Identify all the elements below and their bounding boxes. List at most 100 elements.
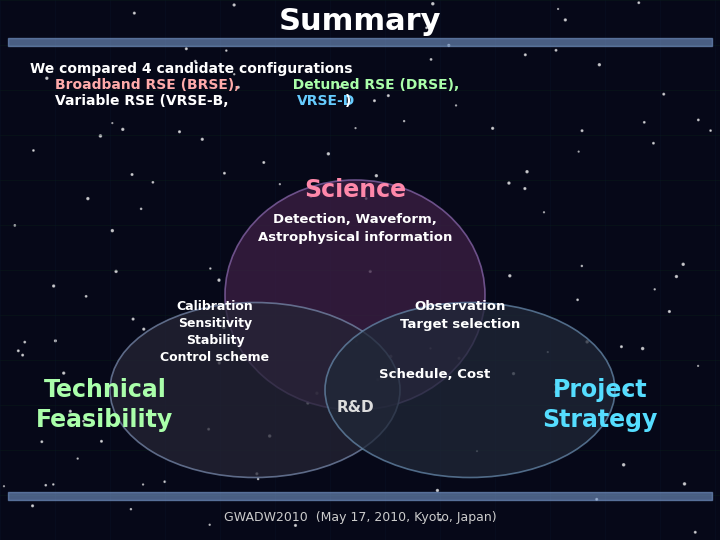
Point (388, 18, 400, 26)
Point (135, 205, 147, 213)
Point (670, 272, 682, 281)
Point (189, 57, 201, 65)
Point (129, 9, 140, 17)
Point (96, 437, 107, 445)
Point (228, 70, 240, 79)
Point (126, 170, 138, 179)
Point (311, 389, 323, 397)
Point (27, 502, 38, 510)
Point (639, 118, 650, 126)
Point (504, 272, 516, 280)
Point (251, 469, 263, 478)
Point (41, 74, 53, 83)
Ellipse shape (225, 180, 485, 410)
Point (426, 55, 437, 64)
Point (289, 521, 301, 530)
Point (252, 475, 264, 483)
Point (174, 127, 185, 136)
Point (214, 359, 225, 367)
Point (427, 0, 438, 8)
Point (420, 23, 432, 32)
Point (138, 325, 150, 334)
Point (552, 5, 564, 14)
Point (452, 302, 464, 311)
Point (159, 477, 171, 486)
Point (302, 399, 314, 407)
Point (9, 221, 21, 230)
Point (372, 375, 384, 384)
Point (385, 352, 397, 361)
Point (487, 124, 498, 133)
Point (204, 264, 216, 273)
Point (274, 180, 286, 188)
Point (679, 480, 690, 488)
Point (581, 338, 593, 346)
Point (181, 44, 192, 53)
Text: Technical
Feasibility: Technical Feasibility (37, 378, 174, 432)
Ellipse shape (325, 302, 615, 477)
Point (27, 146, 39, 155)
Point (125, 505, 137, 514)
Point (323, 150, 334, 158)
Point (17, 351, 28, 360)
Point (472, 447, 483, 455)
Point (549, 380, 561, 389)
Text: Calibration
Sensitivity
Stability
Control scheme: Calibration Sensitivity Stability Contro… (161, 300, 269, 364)
Point (264, 431, 276, 440)
Point (690, 528, 701, 537)
Point (127, 315, 139, 323)
Point (110, 267, 122, 276)
Text: Project
Strategy: Project Strategy (542, 378, 657, 432)
Point (443, 41, 454, 50)
Ellipse shape (110, 302, 400, 477)
Point (454, 354, 465, 363)
Point (369, 97, 380, 105)
Point (233, 83, 244, 92)
Point (572, 295, 583, 304)
Text: VRSE-D: VRSE-D (297, 94, 355, 108)
Point (213, 276, 225, 285)
Point (350, 124, 361, 132)
Text: Detuned RSE (DRSE),: Detuned RSE (DRSE), (283, 78, 459, 92)
Point (218, 323, 230, 332)
Text: GWADW2010  (May 17, 2010, Kyoto, Japan): GWADW2010 (May 17, 2010, Kyoto, Japan) (224, 511, 496, 524)
Point (361, 194, 372, 203)
Point (550, 46, 562, 55)
Text: Broadband RSE (BRSE),: Broadband RSE (BRSE), (55, 78, 240, 92)
Text: R&D: R&D (336, 401, 374, 415)
Text: Variable RSE (VRSE-B,: Variable RSE (VRSE-B, (55, 94, 233, 108)
Point (72, 454, 84, 463)
Point (649, 285, 660, 294)
Point (503, 179, 515, 187)
Text: Summary: Summary (279, 8, 441, 37)
Point (664, 307, 675, 316)
Point (382, 91, 394, 100)
Point (542, 348, 554, 356)
Point (435, 515, 446, 524)
Point (519, 184, 531, 193)
Point (204, 521, 215, 529)
Point (19, 338, 30, 347)
Point (220, 46, 232, 55)
Point (576, 262, 588, 271)
Point (58, 369, 69, 377)
Text: Schedule, Cost: Schedule, Cost (379, 368, 490, 381)
Point (398, 117, 410, 125)
Point (82, 194, 94, 203)
Point (107, 119, 118, 127)
Point (48, 282, 60, 291)
Point (450, 101, 462, 110)
Point (81, 292, 92, 301)
Point (648, 139, 660, 147)
Point (203, 425, 215, 434)
Point (425, 344, 436, 353)
Point (618, 461, 629, 469)
Point (693, 116, 704, 124)
Point (549, 388, 561, 396)
Point (65, 407, 76, 416)
Point (637, 344, 649, 353)
Text: Science: Science (304, 178, 406, 202)
Point (258, 158, 269, 167)
Point (693, 362, 704, 370)
Point (508, 369, 519, 378)
